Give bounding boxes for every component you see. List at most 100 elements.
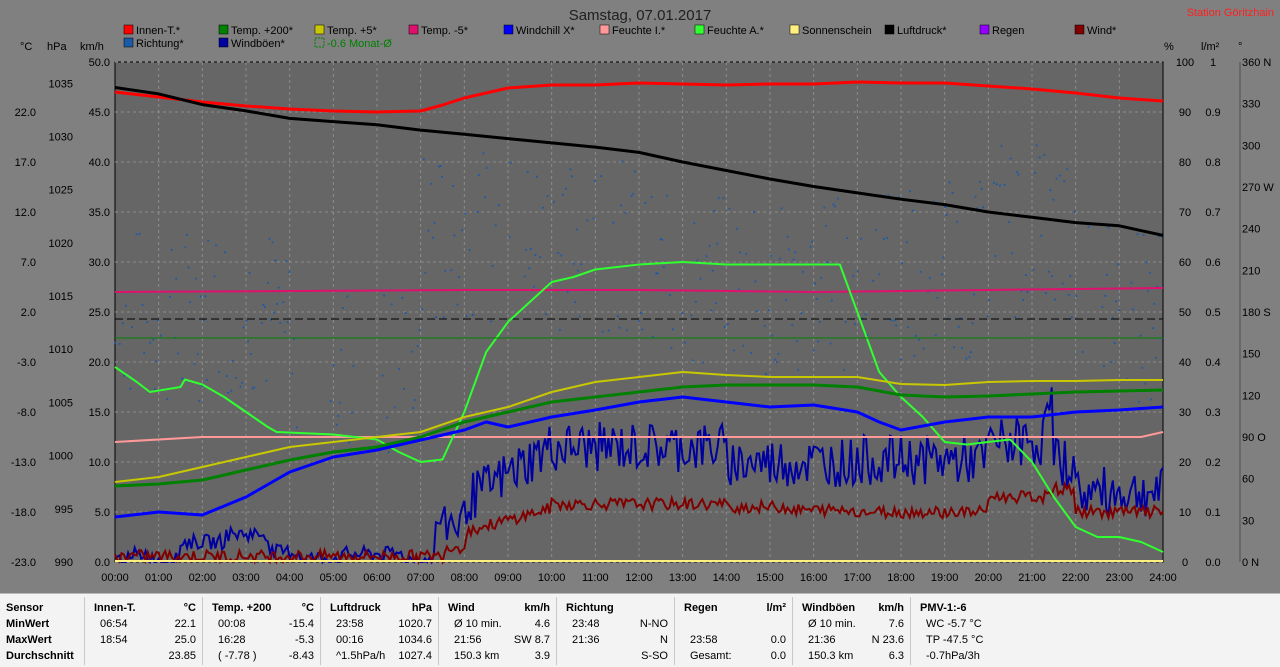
series-windchill-x-: [114, 395, 1164, 519]
richtung-point: [957, 325, 960, 328]
x-tick: 06:00: [363, 572, 391, 584]
richtung-point: [195, 277, 198, 280]
richtung-point: [1049, 189, 1052, 192]
richtung-point: [659, 238, 662, 241]
stats-cell-label: 150.3 km: [454, 650, 500, 662]
richtung-point: [458, 276, 460, 279]
lm2-tick: 0.4: [1205, 357, 1220, 369]
richtung-point: [811, 240, 813, 243]
richtung-point: [536, 175, 538, 178]
percent-tick: 60: [1179, 257, 1191, 269]
richtung-point: [293, 338, 295, 340]
lm2-tick: 0.1: [1205, 507, 1220, 519]
richtung-point: [824, 225, 827, 227]
richtung-point: [574, 301, 577, 304]
stats-cell-label: 18:54: [100, 634, 128, 646]
richtung-point: [1040, 234, 1043, 237]
richtung-point: [1025, 274, 1027, 276]
richtung-point: [494, 224, 497, 227]
richtung-point: [525, 248, 528, 251]
richtung-point: [242, 326, 245, 329]
richtung-point: [444, 269, 447, 272]
legend-swatch: [123, 37, 134, 48]
stats-cell-value: 1027.4: [398, 650, 432, 662]
hpa-tick: 1030: [49, 131, 73, 143]
richtung-point: [1118, 309, 1121, 311]
degree-tick: 270 W: [1242, 182, 1274, 194]
richtung-point: [1003, 184, 1006, 186]
stats-cell-value: N 23.6: [871, 634, 904, 646]
richtung-point: [1113, 341, 1116, 344]
chart-title: Samstag, 07.01.2017: [569, 7, 712, 24]
x-tick: 18:00: [887, 572, 915, 584]
richtung-point: [713, 210, 716, 212]
richtung-point: [482, 152, 485, 155]
richtung-point: [986, 315, 989, 318]
richtung-point: [852, 275, 855, 278]
richtung-point: [936, 296, 939, 299]
richtung-point: [175, 277, 178, 280]
stats-cell-label: Ø 10 min.: [454, 618, 502, 630]
richtung-point: [439, 165, 442, 167]
lm2-tick: 0.0: [1205, 557, 1220, 569]
richtung-point: [837, 197, 839, 200]
richtung-point: [895, 324, 897, 327]
richtung-point: [956, 220, 959, 223]
stats-cell-value: 4.6: [534, 618, 550, 630]
celsius-tick: -3.0: [17, 357, 36, 369]
station-name: Station Göritzhain: [1187, 7, 1274, 19]
richtung-point: [1070, 316, 1073, 319]
richtung-point: [202, 319, 205, 321]
stats-section-unit: °C: [183, 602, 196, 614]
hpa-tick: 1005: [49, 397, 73, 409]
x-tick: 05:00: [320, 572, 348, 584]
stats-cell-label: 06:54: [100, 618, 128, 630]
richtung-point: [1009, 157, 1012, 160]
richtung-point: [724, 325, 726, 328]
legend-swatch: [314, 24, 325, 35]
richtung-point: [1132, 308, 1134, 311]
series-feuchte-i-: [114, 431, 1164, 443]
richtung-point: [421, 308, 424, 311]
percent-tick: 40: [1179, 357, 1191, 369]
richtung-point: [282, 301, 285, 304]
richtung-point: [756, 310, 758, 313]
richtung-point: [690, 314, 693, 317]
richtung-point: [681, 312, 684, 315]
richtung-point: [656, 272, 659, 275]
richtung-point: [241, 381, 243, 384]
richtung-point: [866, 334, 868, 336]
celsius-tick: -18.0: [11, 507, 36, 519]
richtung-point: [996, 183, 998, 186]
richtung-point: [338, 401, 341, 404]
richtung-point: [491, 265, 494, 267]
stats-cell-value: N: [660, 634, 668, 646]
richtung-point: [271, 241, 274, 244]
richtung-point: [341, 307, 344, 309]
x-tick: 07:00: [407, 572, 435, 584]
stats-cell-label: 21:36: [572, 634, 600, 646]
x-tick: 00:00: [101, 572, 129, 584]
x-tick: 14:00: [713, 572, 741, 584]
richtung-point: [569, 168, 572, 171]
richtung-point: [575, 228, 578, 231]
richtung-point: [1161, 337, 1163, 340]
x-tick: 01:00: [145, 572, 173, 584]
richtung-point: [1026, 290, 1029, 293]
richtung-point: [571, 175, 573, 178]
stats-section-unit: km/h: [524, 602, 550, 614]
richtung-point: [169, 295, 172, 298]
richtung-point: [513, 317, 515, 320]
richtung-point: [565, 187, 567, 190]
richtung-point: [1148, 271, 1151, 274]
stats-divider: [556, 597, 557, 665]
legend-swatch: [599, 24, 610, 35]
richtung-point: [1014, 316, 1017, 318]
richtung-point: [580, 263, 583, 266]
richtung-point: [1020, 290, 1023, 292]
stats-section-unit: l/m²: [766, 602, 786, 614]
legend-label: Temp. +200*: [231, 25, 294, 37]
stats-panel: Sensor MinWert MaxWert Durchschnitt Inne…: [0, 593, 1280, 667]
richtung-point: [1116, 263, 1119, 266]
richtung-point: [386, 416, 389, 419]
